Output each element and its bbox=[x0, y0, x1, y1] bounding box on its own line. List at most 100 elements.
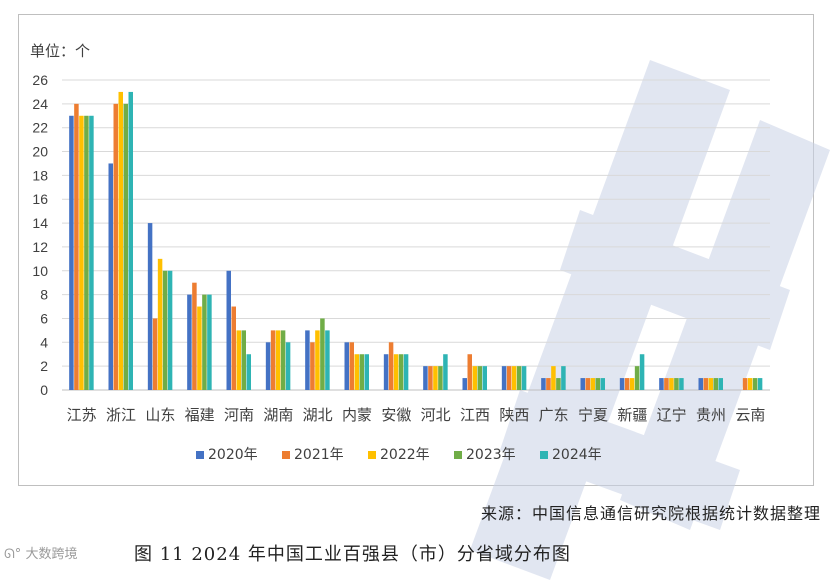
bar-17-2 bbox=[747, 378, 753, 390]
bar-12-0 bbox=[541, 378, 546, 390]
bar-8-3 bbox=[398, 354, 404, 390]
x-tick-label: 河北 bbox=[421, 406, 451, 424]
bar-15-0 bbox=[659, 378, 664, 390]
bar-6-1 bbox=[310, 342, 315, 390]
bar-11-2 bbox=[511, 366, 517, 390]
bar-17-4 bbox=[757, 378, 763, 390]
bar-15-4 bbox=[679, 378, 684, 390]
bar-14-4 bbox=[639, 354, 645, 390]
y-tick-label: 20 bbox=[32, 144, 48, 160]
x-tick-label: 云南 bbox=[735, 406, 765, 424]
bar-2-1 bbox=[152, 318, 158, 390]
bar-8-2 bbox=[393, 354, 399, 390]
x-tick-label: 内蒙 bbox=[342, 406, 372, 424]
y-tick-label: 12 bbox=[32, 239, 48, 255]
bar-10-2 bbox=[472, 366, 477, 390]
x-tick-label: 辽宁 bbox=[657, 406, 687, 424]
bar-16-4 bbox=[718, 378, 723, 390]
bar-3-1 bbox=[192, 282, 197, 390]
bar-10-0 bbox=[462, 378, 467, 390]
legend-label: 2020年 bbox=[208, 447, 258, 463]
bar-16-0 bbox=[698, 378, 703, 390]
bar-4-1 bbox=[231, 306, 236, 390]
x-tick-label: 安徽 bbox=[381, 406, 411, 424]
bar-6-4 bbox=[325, 330, 330, 390]
logo-text: 大数跨境 bbox=[25, 547, 78, 562]
bar-15-1 bbox=[664, 378, 669, 390]
y-tick-label: 14 bbox=[32, 215, 48, 231]
bar-6-0 bbox=[305, 330, 310, 390]
x-tick-label: 福建 bbox=[185, 406, 215, 424]
y-tick-label: 24 bbox=[32, 96, 48, 112]
bar-10-1 bbox=[467, 354, 472, 390]
bar-9-3 bbox=[438, 366, 443, 390]
y-tick-label: 4 bbox=[40, 334, 48, 350]
bar-11-1 bbox=[506, 366, 512, 390]
bar-14-2 bbox=[629, 378, 635, 390]
bar-17-3 bbox=[752, 378, 758, 390]
bar-13-2 bbox=[590, 378, 595, 390]
bar-17-1 bbox=[742, 378, 748, 390]
bar-1-0 bbox=[108, 163, 113, 390]
x-tick-label: 湖南 bbox=[263, 406, 293, 424]
y-tick-label: 8 bbox=[40, 287, 48, 303]
x-tick-label: 新疆 bbox=[617, 406, 647, 424]
bar-14-1 bbox=[624, 378, 630, 390]
bar-2-3 bbox=[162, 270, 168, 390]
bar-11-4 bbox=[521, 366, 527, 390]
x-tick-label: 广东 bbox=[539, 406, 569, 424]
x-tick-label: 浙江 bbox=[106, 406, 136, 424]
bar-0-0 bbox=[69, 115, 74, 391]
bar-13-4 bbox=[600, 378, 605, 390]
bar-0-3 bbox=[84, 115, 89, 391]
legend-label: 2022年 bbox=[380, 447, 430, 463]
bar-15-2 bbox=[669, 378, 674, 390]
bar-12-1 bbox=[546, 378, 551, 390]
bar-1-3 bbox=[123, 103, 128, 390]
bar-13-0 bbox=[580, 378, 585, 390]
bar-6-3 bbox=[320, 318, 325, 390]
bar-2-4 bbox=[167, 270, 173, 390]
bar-12-4 bbox=[561, 366, 566, 390]
bar-5-0 bbox=[265, 342, 271, 390]
y-tick-label: 22 bbox=[32, 120, 48, 136]
bar-7-0 bbox=[344, 342, 349, 390]
legend-swatch bbox=[196, 451, 204, 459]
bar-0-1 bbox=[74, 103, 79, 390]
bar-9-2 bbox=[433, 366, 438, 390]
bar-1-1 bbox=[113, 103, 118, 390]
bar-7-1 bbox=[349, 342, 354, 390]
bar-0-2 bbox=[79, 115, 84, 391]
bar-13-1 bbox=[585, 378, 590, 390]
bar-5-1 bbox=[270, 330, 276, 390]
bar-4-0 bbox=[226, 270, 231, 390]
y-tick-label: 0 bbox=[40, 382, 48, 398]
y-tick-label: 10 bbox=[32, 263, 48, 279]
bar-2-0 bbox=[147, 223, 153, 390]
y-tick-label: 18 bbox=[32, 167, 48, 183]
legend-swatch bbox=[282, 451, 290, 459]
bar-11-3 bbox=[516, 366, 522, 390]
brand-logo: ᘏ° 大数跨境 bbox=[4, 543, 77, 562]
bar-7-3 bbox=[359, 354, 364, 390]
bar-3-4 bbox=[207, 294, 212, 390]
bar-4-4 bbox=[246, 354, 251, 390]
y-tick-label: 6 bbox=[40, 310, 48, 326]
x-tick-label: 宁夏 bbox=[578, 406, 608, 424]
bar-4-2 bbox=[236, 330, 241, 390]
y-tick-label: 26 bbox=[32, 72, 48, 88]
legend-swatch bbox=[454, 451, 462, 459]
bar-15-3 bbox=[674, 378, 679, 390]
bar-5-2 bbox=[275, 330, 281, 390]
x-tick-label: 贵州 bbox=[696, 406, 726, 424]
bar-10-3 bbox=[477, 366, 482, 390]
legend-label: 2023年 bbox=[466, 447, 516, 463]
bar-16-1 bbox=[703, 378, 708, 390]
bar-14-3 bbox=[634, 366, 640, 390]
bar-12-3 bbox=[556, 378, 561, 390]
bar-8-0 bbox=[383, 354, 389, 390]
bar-3-0 bbox=[187, 294, 192, 390]
figure-caption: 图 11 2024 年中国工业百强县（市）分省域分布图 bbox=[134, 544, 571, 565]
legend-swatch bbox=[368, 451, 376, 459]
